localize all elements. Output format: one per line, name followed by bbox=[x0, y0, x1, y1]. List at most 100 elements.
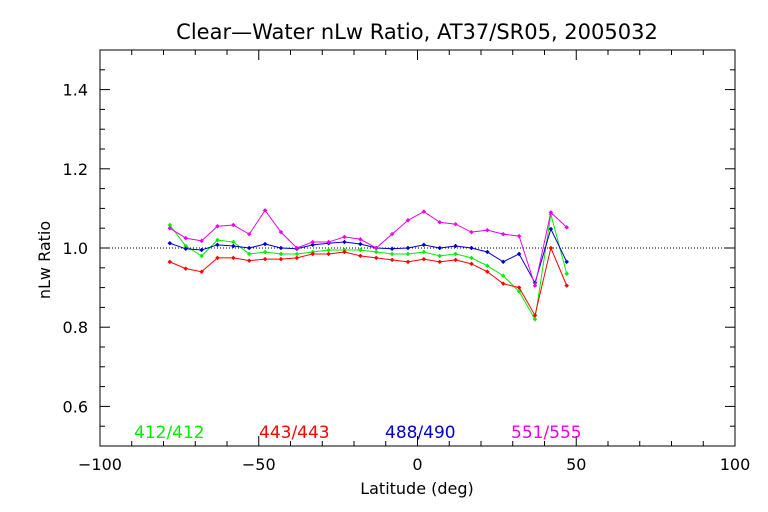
series-line bbox=[169, 214, 568, 321]
data-point bbox=[484, 263, 490, 269]
data-point bbox=[357, 241, 363, 247]
x-tick-label: −50 bbox=[242, 455, 276, 474]
data-point bbox=[246, 251, 252, 257]
data-point bbox=[262, 241, 268, 247]
data-point bbox=[326, 239, 331, 245]
y-tick-label: 0.8 bbox=[63, 318, 88, 337]
data-point bbox=[199, 269, 204, 275]
data-point bbox=[246, 231, 252, 237]
y-tick-label: 1.2 bbox=[63, 160, 88, 179]
data-point bbox=[405, 245, 411, 251]
data-point bbox=[532, 312, 538, 318]
legend: 412/412 443/443 488/490 551/555 bbox=[134, 423, 582, 443]
series-layer bbox=[167, 208, 570, 322]
data-point bbox=[437, 253, 443, 259]
data-point bbox=[294, 251, 300, 257]
legend-label-412: 412/412 bbox=[134, 423, 205, 443]
data-point bbox=[500, 281, 506, 286]
legend-label-551: 551/555 bbox=[511, 423, 582, 443]
data-point bbox=[167, 225, 173, 231]
data-point bbox=[294, 245, 300, 251]
data-point bbox=[532, 283, 538, 288]
data-point bbox=[405, 259, 411, 265]
series-line bbox=[169, 246, 568, 317]
data-point bbox=[183, 266, 189, 271]
data-point bbox=[199, 247, 204, 253]
data-point bbox=[421, 249, 427, 255]
data-point bbox=[484, 227, 490, 233]
y-tick-label: 0.6 bbox=[63, 397, 88, 416]
data-point bbox=[373, 249, 379, 255]
data-point bbox=[167, 259, 173, 265]
legend-label-488: 488/490 bbox=[385, 423, 456, 443]
y-axis-label: nLw Ratio bbox=[35, 221, 54, 299]
data-point bbox=[532, 316, 538, 322]
data-point bbox=[500, 259, 506, 265]
data-point bbox=[389, 251, 395, 257]
data-point bbox=[453, 243, 458, 249]
series-line bbox=[169, 209, 568, 288]
data-point bbox=[500, 231, 506, 237]
chart-title: Clear—Water nLw Ratio, AT37/SR05, 200503… bbox=[176, 20, 658, 44]
data-point bbox=[437, 259, 443, 265]
data-point bbox=[373, 255, 379, 261]
y-axis-ticks bbox=[100, 49, 735, 447]
data-point bbox=[278, 229, 284, 235]
data-point bbox=[199, 238, 204, 244]
x-tick-label: −100 bbox=[78, 455, 122, 474]
data-point bbox=[230, 255, 236, 261]
data-point bbox=[357, 247, 363, 253]
x-tick-label: 100 bbox=[720, 455, 751, 474]
x-axis-label: Latitude (deg) bbox=[360, 479, 474, 498]
data-point bbox=[246, 258, 252, 264]
data-point bbox=[421, 256, 427, 262]
data-point bbox=[294, 255, 300, 261]
data-point bbox=[342, 239, 347, 245]
data-point bbox=[357, 236, 363, 242]
data-point bbox=[469, 255, 474, 261]
data-point bbox=[183, 235, 189, 241]
data-point bbox=[469, 261, 474, 267]
data-point bbox=[548, 210, 554, 215]
data-point bbox=[278, 256, 284, 262]
data-point bbox=[564, 271, 570, 277]
data-point bbox=[421, 242, 427, 248]
data-point bbox=[389, 231, 395, 237]
data-point bbox=[437, 245, 443, 251]
y-tick-label: 1.4 bbox=[63, 81, 88, 100]
data-point bbox=[310, 251, 316, 257]
data-point bbox=[230, 243, 236, 249]
data-point bbox=[278, 245, 284, 251]
data-point bbox=[215, 242, 220, 248]
data-point bbox=[326, 247, 331, 253]
data-point bbox=[564, 225, 570, 230]
plot-frame bbox=[99, 49, 736, 447]
series-line bbox=[169, 227, 568, 285]
data-point bbox=[453, 257, 458, 263]
data-point bbox=[342, 249, 347, 255]
data-point bbox=[246, 245, 252, 251]
data-point bbox=[357, 253, 363, 259]
data-point bbox=[484, 249, 490, 255]
data-point bbox=[167, 240, 173, 246]
data-point bbox=[548, 226, 554, 232]
legend-label-443: 443/443 bbox=[259, 423, 330, 443]
data-point bbox=[199, 253, 204, 259]
y-tick-label: 1.0 bbox=[63, 239, 88, 258]
data-point bbox=[469, 229, 474, 235]
data-point bbox=[262, 249, 268, 255]
x-tick-labels: −100 −50 0 50 100 bbox=[78, 455, 750, 474]
x-axis-ticks bbox=[99, 50, 736, 446]
data-point bbox=[437, 219, 443, 225]
data-point bbox=[230, 222, 236, 228]
data-point bbox=[262, 208, 268, 213]
data-point bbox=[262, 256, 268, 262]
x-tick-label: 0 bbox=[412, 455, 422, 474]
data-point bbox=[421, 209, 427, 214]
data-point bbox=[548, 245, 554, 251]
data-point bbox=[453, 251, 458, 257]
data-point bbox=[564, 283, 570, 288]
data-point bbox=[500, 273, 506, 279]
data-point bbox=[389, 257, 395, 263]
data-point bbox=[326, 251, 331, 257]
